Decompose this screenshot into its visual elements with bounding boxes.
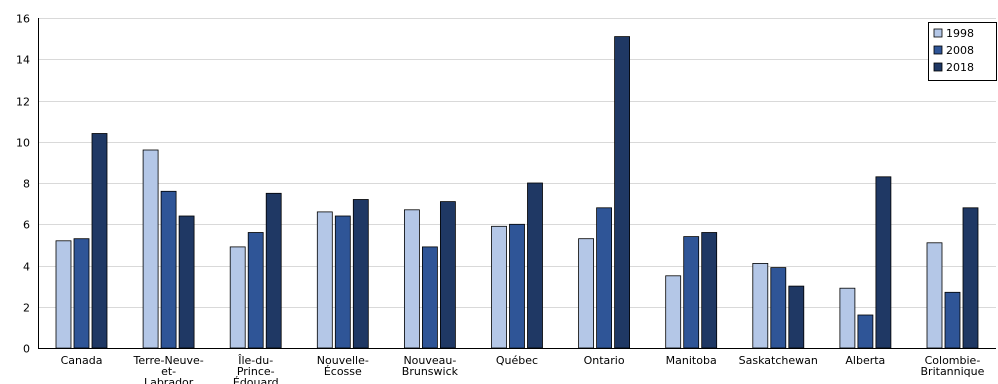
- bar-2018: [265, 192, 282, 349]
- y-tick-label: 14: [16, 54, 30, 67]
- legend-swatch: [933, 28, 943, 38]
- bar-2008: [73, 238, 90, 349]
- bar-2018: [962, 207, 979, 349]
- y-axis: 0 2 4 6 8 10 12 14 16: [16, 13, 39, 356]
- bar-2008: [770, 267, 787, 349]
- legend-label: 2008: [946, 44, 974, 57]
- x-tick-label: Colombie-Britannique: [921, 354, 985, 378]
- x-tick-label: Manitoba: [666, 354, 717, 367]
- x-tick-label: Saskatchewan: [739, 354, 818, 367]
- x-tick-label: Alberta: [845, 354, 885, 367]
- gridlines: [38, 18, 996, 349]
- bar-2008: [857, 314, 874, 349]
- y-tick-label: 12: [16, 96, 30, 109]
- legend-label: 2018: [946, 61, 974, 74]
- bar-1998: [839, 287, 856, 349]
- bar-1998: [665, 275, 682, 349]
- bar-1998: [316, 211, 333, 349]
- bar-2008: [160, 190, 177, 349]
- bar-2018: [527, 182, 543, 349]
- bar-1998: [229, 246, 246, 349]
- bar-2008: [421, 246, 438, 349]
- bar-2018: [614, 36, 630, 349]
- bar-1998: [752, 262, 769, 349]
- bar-2018: [875, 176, 892, 349]
- legend-label: 1998: [946, 27, 974, 40]
- legend-swatch: [933, 45, 943, 55]
- bar-1998: [926, 242, 943, 349]
- y-tick-label: 16: [16, 13, 30, 26]
- bar-1998: [403, 209, 420, 349]
- x-tick-label: Île-du-Prince-Édouard: [233, 354, 279, 384]
- bar-1998: [142, 149, 159, 349]
- y-tick-label: 6: [23, 219, 30, 232]
- bar-2018: [788, 285, 805, 349]
- bar-2018: [701, 232, 718, 349]
- legend: 1998 2008 2018: [928, 22, 997, 81]
- bar-2008: [334, 215, 351, 349]
- x-tick-label: Ontario: [584, 354, 625, 367]
- bar-2008: [596, 207, 612, 349]
- bar-2018: [439, 201, 456, 349]
- bar-1998: [55, 240, 72, 349]
- bar-1998: [578, 238, 594, 349]
- x-tick-label: Canada: [61, 354, 103, 367]
- y-tick-label: 2: [23, 302, 30, 315]
- y-tick-label: 8: [23, 178, 30, 191]
- bar-2008: [944, 291, 961, 349]
- bar-2018: [91, 133, 108, 349]
- legend-swatch: [933, 62, 943, 72]
- bar-2008: [247, 232, 264, 349]
- bar-2008: [509, 223, 525, 349]
- bar-2008: [683, 236, 700, 349]
- bar-2018: [352, 199, 369, 349]
- y-tick-label: 4: [23, 261, 30, 274]
- bar-1998: [491, 225, 507, 349]
- x-tick-label: Nouvelle-Écosse: [317, 354, 369, 378]
- x-tick-label: Québec: [496, 354, 538, 367]
- x-tick-label: Nouveau-Brunswick: [402, 354, 459, 378]
- bars: [55, 36, 979, 349]
- bar-2018: [178, 215, 195, 349]
- y-tick-label: 10: [16, 137, 30, 150]
- y-tick-label: 0: [23, 343, 30, 356]
- x-axis: Canada Terre-Neuve-et-Labrador Île-du-Prin…: [38, 348, 996, 384]
- x-tick-label: Terre-Neuve-et-Labrador: [133, 354, 204, 384]
